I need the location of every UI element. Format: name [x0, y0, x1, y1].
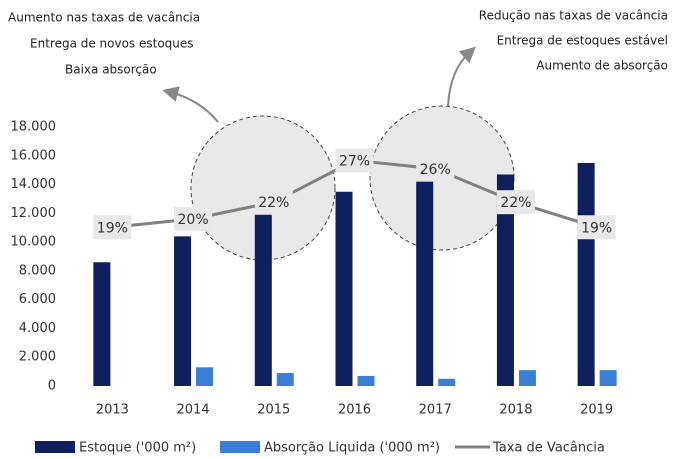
annotation: Entrega de estoques estável	[497, 34, 668, 48]
value-label: 22%	[258, 195, 289, 211]
x-tick-label: 2017	[419, 403, 452, 418]
bar	[93, 262, 111, 386]
value-label: 27%	[339, 153, 370, 169]
annotation: Baixa absorção	[65, 63, 157, 77]
bar	[196, 367, 214, 386]
value-label-box	[496, 190, 535, 215]
y-tick-label: 12.000	[11, 206, 57, 221]
bar	[276, 373, 294, 386]
y-tick-label: 14.000	[11, 177, 57, 192]
annotation: Entrega de novos estoques	[30, 37, 194, 51]
value-label: 19%	[581, 220, 612, 236]
value-label-box	[335, 148, 374, 173]
bar	[438, 378, 456, 386]
value-label-box	[174, 206, 213, 231]
value-label-box	[416, 156, 455, 181]
x-tick-label: 2016	[338, 403, 371, 418]
y-tick-label: 18.000	[11, 120, 57, 135]
bar	[254, 214, 272, 386]
bar	[577, 162, 595, 386]
bar	[599, 370, 617, 386]
bar	[518, 370, 536, 386]
value-label-box	[254, 190, 293, 215]
value-label-box	[577, 215, 616, 240]
y-tick-label: 6.000	[19, 292, 56, 307]
x-tick-label: 2014	[177, 403, 210, 418]
y-tick-label: 8.000	[19, 263, 56, 278]
value-label: 20%	[178, 212, 209, 228]
bar	[416, 181, 434, 386]
y-tick-label: 4.000	[19, 321, 56, 336]
y-tick-label: 0	[48, 379, 56, 394]
value-label: 22%	[500, 195, 531, 211]
y-tick-label: 16.000	[11, 148, 57, 163]
legend-swatch	[220, 441, 260, 453]
y-tick-label: 10.000	[11, 235, 57, 250]
legend-label: Taxa de Vacância	[492, 441, 605, 456]
legend-label: Estoque ('000 m²)	[79, 441, 196, 456]
annotation: Aumento nas taxas de vacância	[8, 11, 200, 25]
value-label: 26%	[420, 162, 451, 178]
x-tick-label: 2019	[580, 403, 613, 418]
bar	[496, 174, 514, 386]
legend-label: Absorção Liquida ('000 m²)	[264, 441, 440, 456]
x-tick-label: 2015	[257, 403, 290, 418]
value-label-box	[93, 215, 132, 240]
y-tick-label: 2.000	[19, 350, 56, 365]
x-tick-label: 2013	[96, 403, 129, 418]
annotation: Redução nas taxas de vacância	[479, 9, 668, 23]
bar	[357, 375, 375, 386]
x-tick-label: 2018	[499, 403, 532, 418]
annotation: Aumento de absorção	[536, 59, 668, 73]
arrow-right	[447, 46, 476, 107]
bar	[335, 191, 353, 386]
arrow-left	[162, 86, 219, 123]
bar	[174, 236, 192, 386]
value-label: 19%	[97, 220, 128, 236]
legend-swatch	[35, 441, 75, 453]
